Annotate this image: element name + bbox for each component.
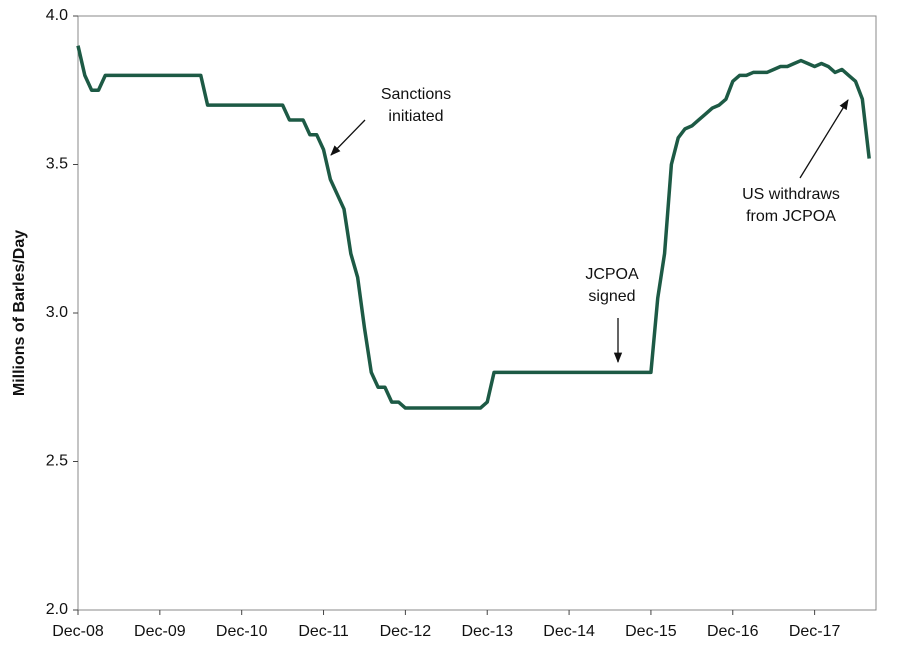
- y-axis-label: Millions of Barles/Day: [11, 230, 28, 396]
- y-tick-label: 4.0: [46, 7, 68, 24]
- x-tick-label: Dec-15: [625, 623, 677, 640]
- y-tick-label: 3.5: [46, 156, 68, 173]
- x-tick-label: Dec-12: [380, 623, 432, 640]
- y-tick-label: 3.0: [46, 304, 68, 321]
- plot-frame: [77, 15, 877, 611]
- annotation-text: signed: [588, 288, 635, 305]
- y-tick-label: 2.5: [46, 453, 68, 470]
- x-tick-label: Dec-10: [216, 623, 268, 640]
- annotation-text: from JCPOA: [746, 208, 836, 225]
- x-tick-label: Dec-08: [52, 623, 104, 640]
- annotation-text: initiated: [388, 108, 443, 125]
- annotation-arrow: [330, 119, 366, 156]
- annotation-text: JCPOA: [585, 266, 639, 283]
- x-tick-label: Dec-17: [789, 623, 841, 640]
- annotation-text: Sanctions: [381, 86, 451, 103]
- y-tick-label: 2.0: [46, 601, 68, 618]
- x-tick-label: Dec-16: [707, 623, 759, 640]
- data-line: [76, 45, 871, 410]
- x-tick-label: Dec-14: [543, 623, 595, 640]
- x-tick-label: Dec-11: [298, 623, 348, 640]
- annotation-arrow: [799, 99, 849, 179]
- annotation-text: US withdraws: [742, 186, 840, 203]
- x-tick-label: Dec-09: [134, 623, 186, 640]
- x-tick-label: Dec-13: [461, 623, 513, 640]
